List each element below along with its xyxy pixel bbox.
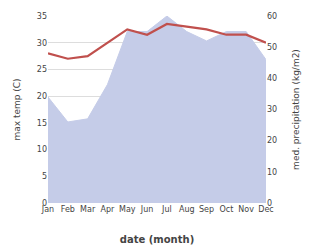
svg-text:30: 30 [37, 39, 47, 48]
svg-text:med. precipitation (kg/m2): med. precipitation (kg/m2) [291, 49, 301, 170]
svg-text:15: 15 [37, 119, 47, 128]
svg-text:20: 20 [267, 136, 277, 145]
svg-text:30: 30 [267, 105, 277, 114]
svg-text:35: 35 [37, 12, 47, 21]
svg-text:Feb: Feb [61, 205, 75, 214]
svg-text:Mar: Mar [80, 205, 96, 214]
svg-text:Jan: Jan [41, 205, 54, 214]
svg-text:date (month): date (month) [120, 234, 194, 245]
svg-text:50: 50 [267, 43, 277, 52]
svg-text:Nov: Nov [238, 205, 254, 214]
svg-text:May: May [119, 205, 136, 214]
svg-text:Aug: Aug [179, 205, 195, 214]
svg-text:Dec: Dec [258, 205, 273, 214]
svg-text:Sep: Sep [199, 205, 214, 214]
svg-text:0: 0 [42, 199, 47, 208]
svg-text:10: 10 [37, 145, 47, 154]
svg-text:40: 40 [267, 74, 277, 83]
svg-text:Jul: Jul [161, 205, 172, 214]
svg-text:20: 20 [37, 92, 47, 101]
svg-text:10: 10 [267, 168, 277, 177]
svg-text:5: 5 [42, 172, 47, 181]
svg-text:Apr: Apr [101, 205, 116, 214]
svg-text:25: 25 [37, 65, 47, 74]
svg-text:Oct: Oct [219, 205, 233, 214]
svg-text:Jun: Jun [140, 205, 154, 214]
svg-text:max temp (C): max temp (C) [12, 78, 22, 140]
svg-text:0: 0 [267, 199, 272, 208]
svg-text:60: 60 [267, 12, 277, 21]
